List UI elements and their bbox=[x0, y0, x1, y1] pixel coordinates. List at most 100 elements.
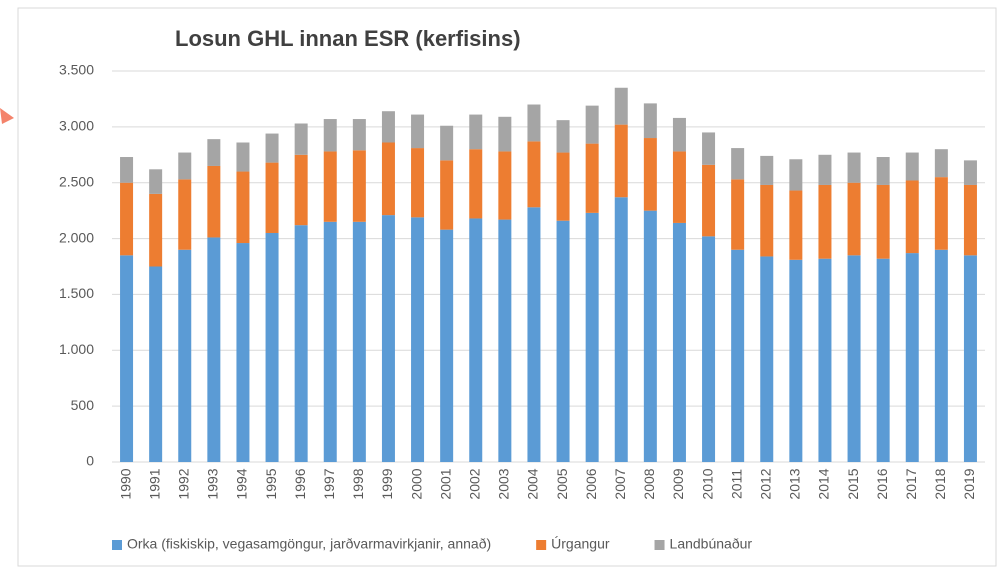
bar-segment bbox=[934, 177, 948, 250]
x-tick-label: 1997 bbox=[321, 468, 337, 499]
y-tick-label: 0 bbox=[86, 453, 94, 469]
x-tick-label: 1993 bbox=[205, 468, 221, 499]
bar-segment bbox=[818, 258, 832, 462]
y-tick-label: 1.500 bbox=[59, 285, 94, 301]
bar-segment bbox=[469, 218, 483, 462]
bar-segment bbox=[498, 219, 512, 462]
bar-segment bbox=[585, 105, 599, 144]
bar-segment bbox=[614, 124, 628, 198]
bar-segment bbox=[236, 243, 250, 462]
bar-segment bbox=[963, 255, 977, 462]
bar-segment bbox=[411, 114, 425, 149]
bar-segment bbox=[963, 184, 977, 256]
bar-segment bbox=[905, 253, 919, 462]
bar-segment bbox=[149, 266, 163, 462]
bar-segment bbox=[120, 255, 134, 462]
legend-swatch bbox=[536, 540, 547, 550]
bar-segment bbox=[643, 103, 657, 139]
x-tick-label: 2005 bbox=[554, 468, 570, 499]
bar-segment bbox=[323, 151, 337, 222]
bar-segment bbox=[323, 119, 337, 152]
bar-segment bbox=[614, 197, 628, 463]
bar-segment bbox=[265, 133, 279, 163]
x-tick-label: 2002 bbox=[466, 468, 482, 499]
y-tick-label: 3.000 bbox=[59, 118, 94, 134]
bar-segment bbox=[149, 193, 163, 267]
bar-segment bbox=[818, 184, 832, 259]
x-tick-label: 1998 bbox=[350, 468, 366, 499]
x-tick-label: 2011 bbox=[728, 469, 744, 499]
bar-segment bbox=[440, 160, 454, 230]
bar-segment bbox=[469, 149, 483, 219]
bar-segment bbox=[207, 139, 221, 166]
bar-segment bbox=[236, 171, 250, 244]
bar-segment bbox=[440, 125, 454, 161]
y-tick-label: 2.500 bbox=[59, 173, 94, 189]
x-tick-label: 2016 bbox=[874, 468, 890, 499]
bar-segment bbox=[294, 154, 308, 226]
bar-segment bbox=[702, 236, 716, 462]
x-tick-label: 2004 bbox=[525, 468, 541, 499]
bar-segment bbox=[411, 148, 425, 218]
bar-segment bbox=[760, 155, 774, 185]
bar-segment bbox=[323, 221, 337, 462]
legend-swatch bbox=[654, 540, 665, 550]
y-tick-label: 500 bbox=[71, 397, 95, 413]
bar-segment bbox=[731, 179, 745, 250]
x-tick-label: 1994 bbox=[234, 468, 250, 499]
x-tick-label: 2018 bbox=[932, 468, 948, 499]
arrow-icon bbox=[0, 108, 14, 124]
legend-swatch bbox=[112, 540, 122, 550]
bar-segment bbox=[876, 184, 890, 259]
bar-segment bbox=[847, 182, 861, 256]
bar-segment bbox=[556, 152, 570, 221]
bar-segment bbox=[498, 151, 512, 220]
legend-label: Úrgangur bbox=[551, 536, 610, 552]
y-tick-label: 2.000 bbox=[59, 229, 94, 245]
bar-segment bbox=[672, 151, 686, 223]
bar-segment bbox=[585, 143, 599, 213]
bar-segment bbox=[556, 220, 570, 462]
x-tick-label: 1999 bbox=[379, 468, 395, 499]
bar-segment bbox=[352, 119, 366, 151]
x-tick-label: 2006 bbox=[583, 468, 599, 499]
bar-segment bbox=[789, 159, 803, 191]
x-tick-label: 1991 bbox=[146, 468, 162, 499]
x-tick-label: 2012 bbox=[757, 468, 773, 499]
bar-segment bbox=[934, 249, 948, 462]
bar-segment bbox=[178, 249, 192, 462]
bar-segment bbox=[120, 157, 134, 183]
bar-segment bbox=[614, 87, 628, 125]
bar-segment bbox=[643, 210, 657, 462]
bar-segment bbox=[411, 217, 425, 462]
bar-segment bbox=[149, 169, 163, 194]
bar-segment bbox=[702, 132, 716, 165]
bar-segment bbox=[381, 142, 395, 216]
x-tick-label: 2015 bbox=[845, 468, 861, 499]
bar-segment bbox=[818, 154, 832, 185]
bar-segment bbox=[556, 120, 570, 153]
bar-segment bbox=[876, 157, 890, 185]
bar-segment bbox=[265, 162, 279, 233]
x-tick-label: 2017 bbox=[903, 468, 919, 499]
bar-segment bbox=[178, 179, 192, 250]
bar-segment bbox=[440, 229, 454, 462]
bar-segment bbox=[963, 160, 977, 185]
legend-label: Orka (fiskiskip, vegasamgöngur, jarðvarm… bbox=[127, 536, 491, 552]
bar-segment bbox=[847, 255, 861, 462]
bar-segment bbox=[527, 104, 541, 142]
x-tick-label: 2007 bbox=[612, 468, 628, 499]
bar-segment bbox=[120, 182, 134, 256]
x-tick-label: 2000 bbox=[408, 468, 424, 499]
bar-segment bbox=[585, 212, 599, 462]
x-tick-label: 2019 bbox=[961, 468, 977, 499]
bar-segment bbox=[847, 152, 861, 183]
legend-label: Landbúnaður bbox=[670, 536, 753, 552]
bar-segment bbox=[760, 184, 774, 257]
bar-segment bbox=[178, 152, 192, 180]
x-tick-label: 2013 bbox=[787, 468, 803, 499]
bar-segment bbox=[905, 180, 919, 254]
bar-segment bbox=[934, 149, 948, 178]
x-tick-label: 1990 bbox=[117, 468, 133, 499]
